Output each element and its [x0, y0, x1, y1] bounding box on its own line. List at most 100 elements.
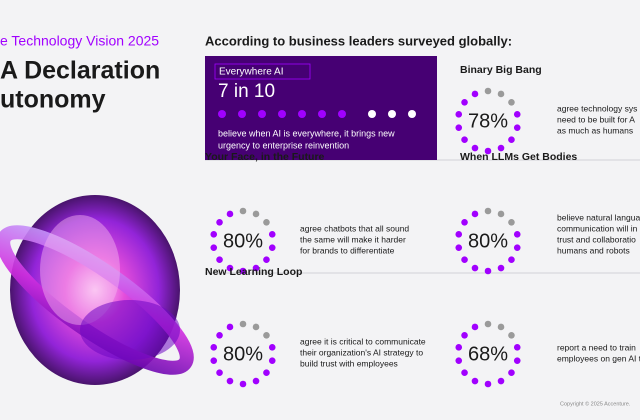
- card-stat: 68%: [468, 343, 508, 365]
- card-title: When LLMs Get Bodies: [460, 151, 577, 163]
- ring-dot: [252, 323, 260, 331]
- ring-dot: [455, 231, 463, 238]
- card-text: agree technology sys: [557, 103, 637, 113]
- card-text: employees on gen AI t: [557, 353, 640, 363]
- ring-dot: [461, 369, 468, 377]
- ring-dot: [216, 331, 223, 339]
- title-line: A Declaration: [0, 57, 160, 85]
- ring-dot: [268, 344, 276, 351]
- card-text: their organization's AI strategy to: [300, 347, 423, 357]
- ring-dot: [455, 357, 463, 364]
- ring-dot: [484, 87, 492, 95]
- card-text: need to be built for A: [557, 114, 635, 124]
- ring-dot: [226, 210, 234, 218]
- label-box: [214, 63, 311, 80]
- card-title: Your Face, in the Future: [205, 151, 325, 163]
- ring-dot: [471, 144, 479, 152]
- ring-dot: [484, 267, 492, 275]
- ring-dot: [508, 136, 515, 144]
- ring-dot: [268, 244, 276, 251]
- card-title: Binary Big Bang: [460, 64, 542, 76]
- featured-label: Everywhere AI: [219, 67, 283, 78]
- ring-dot: [461, 331, 468, 339]
- ring-dot: [252, 377, 260, 385]
- ring-dot: [497, 210, 505, 218]
- ring-dot: [484, 320, 492, 328]
- ring-dot: [210, 244, 218, 251]
- card-text: for brands to differentiate: [300, 245, 395, 255]
- ring-dot: [497, 90, 505, 98]
- intro: According to business leaders surveyed g…: [205, 33, 512, 48]
- card-stat: 80%: [223, 343, 263, 365]
- ring-dot: [263, 256, 270, 264]
- stat-card: New Learning Loop 80% agree it is critical…: [205, 266, 426, 388]
- ring-dot: [216, 256, 223, 264]
- card-text: report a need to train: [557, 342, 636, 352]
- ring-dot: [455, 124, 463, 131]
- card-text: humans and robots: [557, 245, 630, 255]
- stat-card: When LLMs Get Bodies 80% believe natural l…: [455, 151, 640, 275]
- stat-card: Your Face, in the Future 80% agree chatbot…: [205, 151, 409, 275]
- ring-dot: [471, 90, 479, 98]
- card-text: agree chatbots that all sound: [300, 223, 409, 233]
- ring-dot: [455, 111, 463, 118]
- card-text: the same will make it harder: [300, 234, 406, 244]
- card-title: New Learning Loop: [205, 266, 302, 278]
- stat-card: Binary Big Bang 78% agree technology sysne…: [455, 64, 637, 155]
- ring-dot: [484, 207, 492, 215]
- ring-dot: [239, 207, 247, 215]
- ring-dot: [484, 380, 492, 388]
- ring-dot: [252, 210, 260, 218]
- featured-stat: 7 in 10: [218, 81, 275, 102]
- ring-dot: [508, 218, 515, 226]
- ring-dot: [239, 267, 247, 275]
- ring-dot: [497, 264, 505, 272]
- dot-row: [218, 110, 416, 118]
- ring-dot: [239, 320, 247, 328]
- ring-dot: [513, 111, 521, 118]
- ring-dot: [461, 256, 468, 264]
- ring-dot: [210, 344, 218, 351]
- ring-dot: [210, 357, 218, 364]
- ring-dot: [210, 231, 218, 238]
- ring-dot: [508, 369, 515, 377]
- ring-dot: [226, 323, 234, 331]
- ring-dot: [263, 331, 270, 339]
- ring-dot: [471, 210, 479, 218]
- featured-text: believe when AI is everywhere, it brings…: [218, 128, 395, 138]
- ring-dot: [461, 136, 468, 144]
- card-text: as much as humans: [557, 125, 633, 135]
- ring-dot: [263, 369, 270, 377]
- ring-dot: [471, 264, 479, 272]
- ring-dot: [508, 256, 515, 264]
- ring-dot: [508, 331, 515, 339]
- featured-card: Everywhere AI 7 in 10 believe when AI is…: [205, 56, 437, 160]
- card-bg: [205, 56, 437, 160]
- ring-dot: [239, 380, 247, 388]
- ring-dot: [508, 98, 515, 106]
- card-text: communication will in: [557, 223, 638, 233]
- card-stat: 78%: [468, 110, 508, 132]
- ring-dot: [471, 377, 479, 385]
- ring-dot: [263, 218, 270, 226]
- ring-dot: [461, 98, 468, 106]
- ring-dot: [455, 244, 463, 251]
- ring-dot: [513, 244, 521, 251]
- card-text: believe natural langua: [557, 212, 640, 222]
- ring-dot: [226, 377, 234, 385]
- ring-dot: [497, 323, 505, 331]
- copyright: Copyright © 2025 Accenture.: [560, 400, 631, 407]
- artwork: [0, 195, 194, 385]
- ring-dot: [513, 344, 521, 351]
- kicker: e Technology Vision 2025: [0, 33, 159, 49]
- ring-dot: [471, 323, 479, 331]
- ring-dot: [268, 357, 276, 364]
- ring-dot: [455, 344, 463, 351]
- ring-dot: [216, 218, 223, 226]
- ring-dot: [513, 124, 521, 131]
- card-text: trust and collaboratio: [557, 234, 636, 244]
- ring-dot: [513, 231, 521, 238]
- ring-dot: [513, 357, 521, 364]
